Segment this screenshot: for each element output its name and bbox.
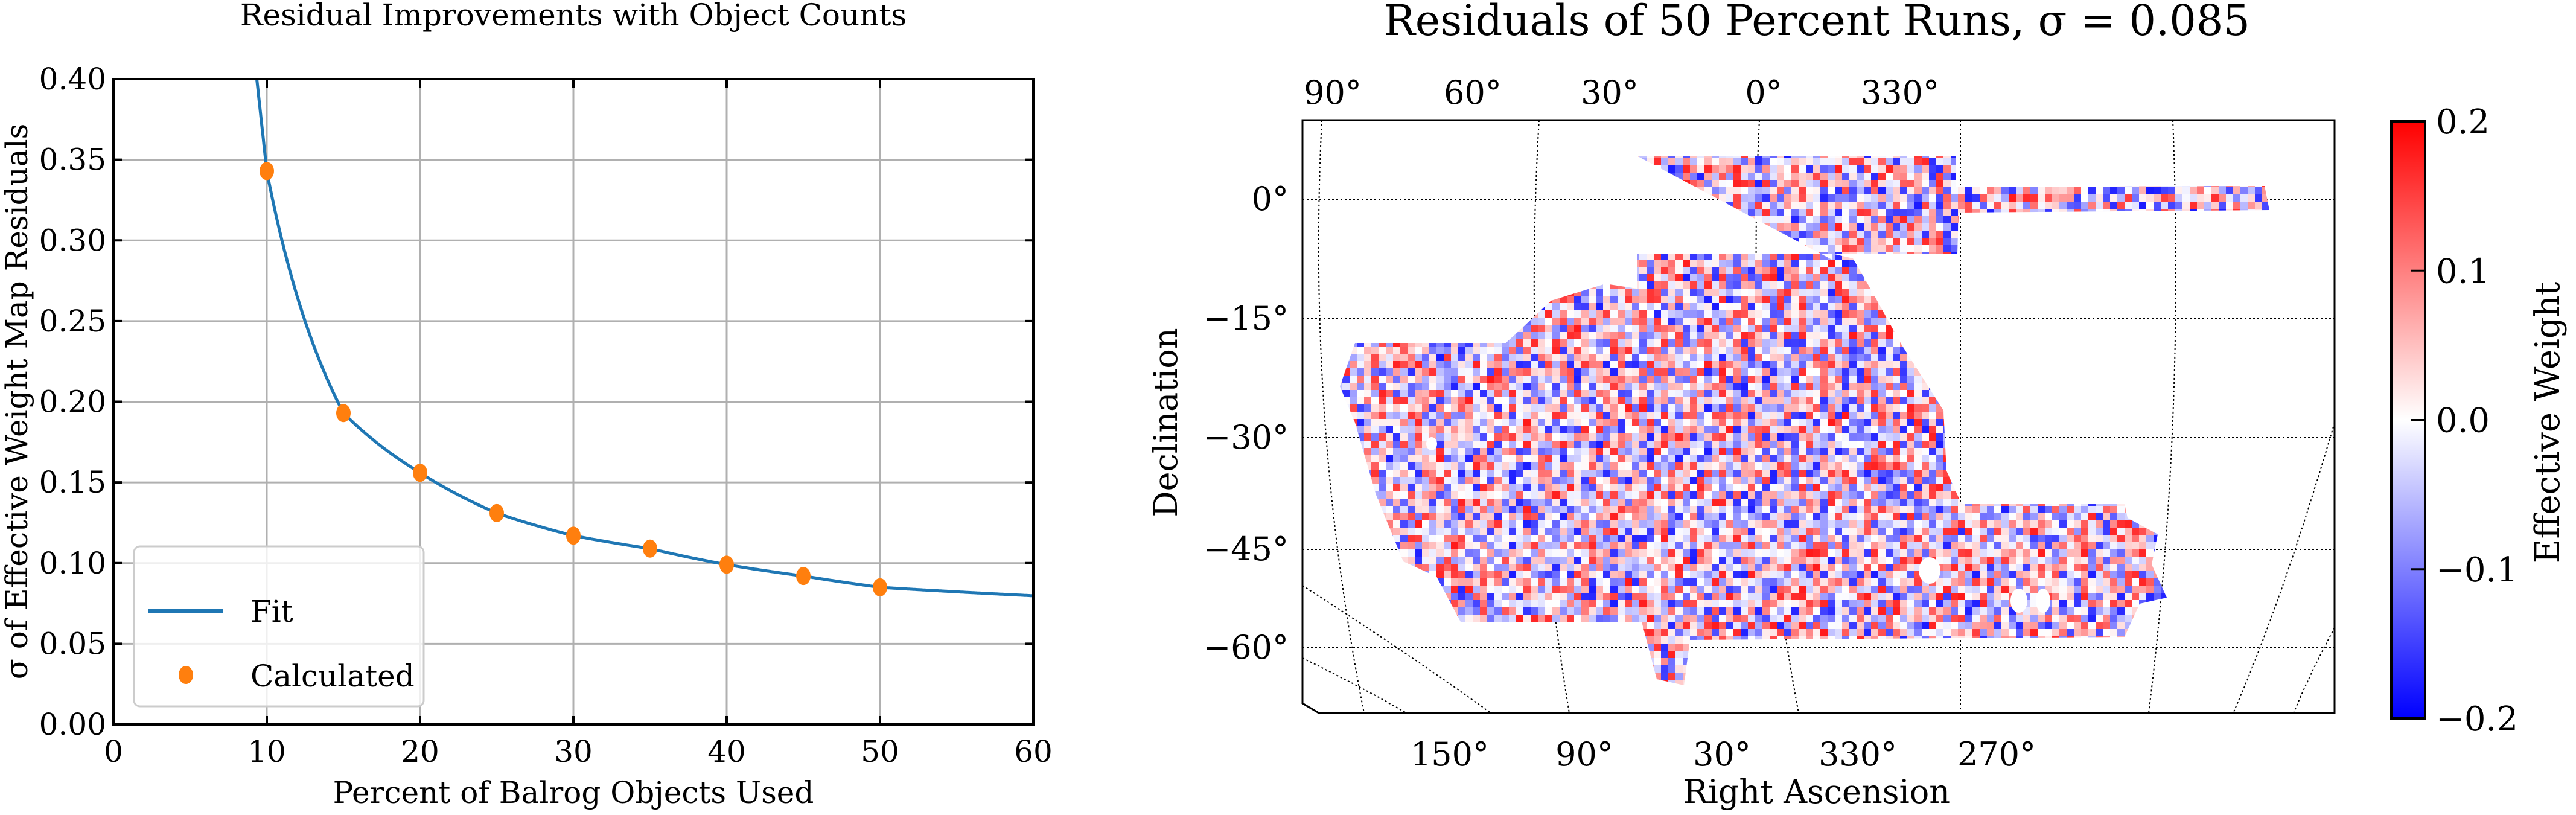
calculated-point (336, 404, 351, 423)
y-tick-label: 0.40 (39, 62, 106, 97)
ra-bottom-tick-label: 90° (1555, 735, 1613, 773)
ra-top-tick-label: 30° (1581, 74, 1639, 112)
y-axis-label: σ of Effective Weight Map Residuals (0, 124, 34, 680)
y-tick-label: 0.15 (39, 465, 106, 500)
y-tick-label: 0.25 (39, 304, 106, 339)
masked-holes (1426, 437, 2050, 686)
colorbar-tick-label: 0.2 (2436, 103, 2490, 142)
x-tick-label: 40 (707, 734, 746, 769)
legend-calculated-swatch (179, 666, 193, 684)
y-tick-label: 0.35 (39, 142, 106, 177)
graticule (1302, 120, 2335, 713)
y-tick-label: 0.05 (39, 626, 106, 661)
map-x-axis-label: Right Ascension (1683, 773, 1950, 811)
y-tick-label: 0.00 (39, 707, 106, 742)
x-tick-label: 50 (861, 734, 899, 769)
map-frame (1301, 119, 2336, 714)
x-tick-label: 60 (1014, 734, 1053, 769)
x-tick-label: 0 (104, 734, 123, 769)
ra-top-tick-label: 0° (1745, 74, 1782, 112)
dec-tick-label: −45° (1204, 530, 1289, 568)
x-tick-label: 10 (247, 734, 286, 769)
ra-bottom-tick-label: 330° (1819, 735, 1897, 773)
calculated-point (489, 503, 504, 522)
legend-fit-label: Fit (250, 594, 293, 629)
calculated-point (413, 464, 427, 482)
y-tick-label: 0.30 (39, 223, 106, 258)
legend-calculated-label: Calculated (250, 659, 415, 694)
dec-tick-label: −30° (1204, 418, 1289, 456)
x-tick-label: 30 (554, 734, 593, 769)
left-chart-title: Residual Improvements with Object Counts (240, 0, 907, 33)
ra-top-tick-label: 330° (1861, 74, 1939, 112)
residual-footprint (1340, 156, 2269, 685)
map-y-axis-label: Declination (1147, 328, 1185, 517)
colorbar-tick-label: −0.2 (2436, 700, 2518, 739)
colorbar-tick-label: −0.1 (2436, 551, 2518, 590)
dec-tick-label: −15° (1204, 299, 1289, 337)
ra-bottom-tick-label: 150° (1411, 735, 1489, 773)
dec-tick-label: 0° (1252, 180, 1289, 218)
calculated-point (873, 578, 887, 596)
calculated-point (796, 567, 811, 586)
y-tick-label: 0.10 (39, 546, 106, 581)
calculated-point (566, 526, 581, 545)
y-tick-label: 0.20 (39, 385, 106, 420)
x-axis-label: Percent of Balrog Objects Used (333, 775, 814, 810)
dec-tick-label: −60° (1204, 628, 1289, 666)
ra-bottom-tick-label: 30° (1693, 735, 1751, 773)
ra-top-tick-label: 60° (1444, 74, 1502, 112)
map-title: Residuals of 50 Percent Runs, σ = 0.085 (1383, 0, 2250, 45)
calculated-point (260, 162, 274, 181)
x-tick-label: 20 (401, 734, 439, 769)
ra-bottom-tick-label: 270° (1957, 735, 2036, 773)
calculated-point (643, 539, 657, 558)
fit-line (255, 79, 1033, 598)
colorbar-label: Effective Weight (2528, 281, 2568, 563)
ra-top-tick-label: 90° (1304, 74, 1362, 112)
colorbar-gradient (2390, 120, 2426, 720)
colorbar: 0.2 0.1 0.0 −0.1 −0.2 Effective Weight (2390, 103, 2568, 739)
map-tick-labels: 90° 60° 30° 0° 330° 150° 90° 30° 330° 270° 0° −15° −… (1204, 74, 2036, 773)
calculated-point (719, 555, 734, 574)
colorbar-tick-label: 0.1 (2436, 252, 2490, 291)
left-chart: Residual Improvements with Object Counts… (0, 0, 1053, 810)
colorbar-tick-label: 0.0 (2436, 401, 2490, 441)
legend: Fit Calculated (133, 545, 425, 708)
